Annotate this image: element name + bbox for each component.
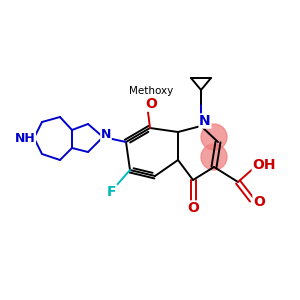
Text: F: F: [107, 185, 117, 199]
Text: O: O: [253, 195, 265, 209]
Text: OH: OH: [252, 158, 276, 172]
Text: O: O: [187, 201, 199, 215]
Circle shape: [201, 124, 227, 150]
Text: NH: NH: [15, 131, 35, 145]
Text: N: N: [101, 128, 111, 142]
Text: N: N: [199, 114, 211, 128]
Text: O: O: [145, 97, 157, 111]
Text: Methoxy: Methoxy: [129, 86, 173, 96]
Circle shape: [201, 144, 227, 170]
